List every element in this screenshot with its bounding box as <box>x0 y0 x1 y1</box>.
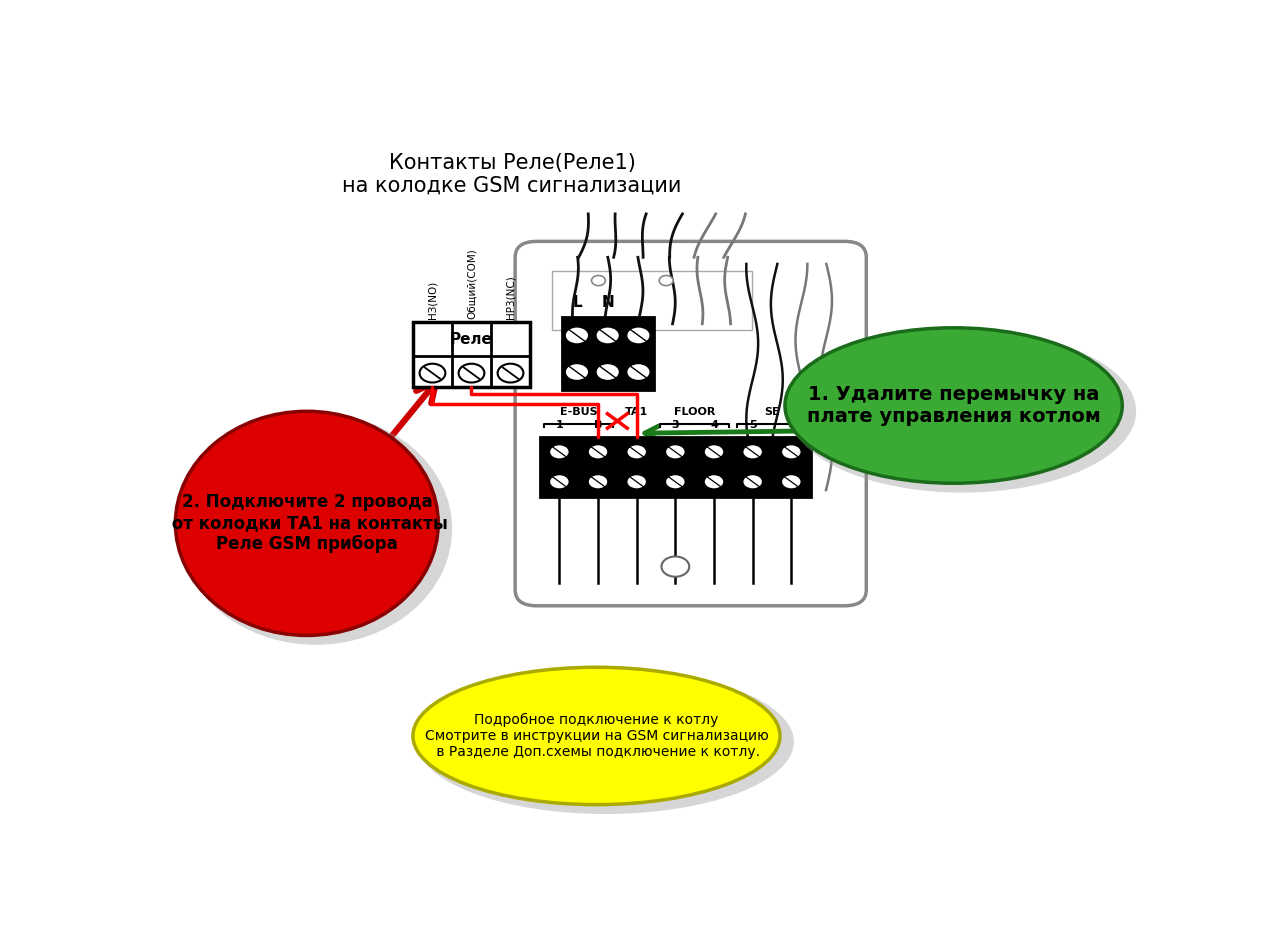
Text: Подробное подключение к котлу
Смотрите в инструкции на GSM сигнализацию
 в Разде: Подробное подключение к котлу Смотрите в… <box>425 713 768 759</box>
FancyBboxPatch shape <box>413 322 530 388</box>
Circle shape <box>627 474 646 489</box>
Ellipse shape <box>179 413 452 645</box>
Text: 4: 4 <box>710 420 718 430</box>
Circle shape <box>549 445 570 459</box>
Circle shape <box>564 363 589 380</box>
Circle shape <box>591 275 605 285</box>
FancyBboxPatch shape <box>540 437 810 497</box>
Text: Реле: Реле <box>451 331 493 346</box>
Text: N: N <box>602 295 614 310</box>
Text: НЗ(NO): НЗ(NO) <box>428 281 438 319</box>
Circle shape <box>781 474 801 489</box>
Text: 5: 5 <box>749 420 756 430</box>
Circle shape <box>595 363 620 380</box>
Circle shape <box>781 445 801 459</box>
Circle shape <box>595 327 620 344</box>
FancyBboxPatch shape <box>553 270 753 331</box>
Text: E-BUS: E-BUS <box>559 407 598 417</box>
Circle shape <box>549 474 570 489</box>
Circle shape <box>588 445 608 459</box>
Text: SE: SE <box>764 407 780 417</box>
Circle shape <box>704 474 724 489</box>
FancyBboxPatch shape <box>562 317 654 391</box>
Circle shape <box>458 363 484 382</box>
Circle shape <box>626 363 650 380</box>
Circle shape <box>588 474 608 489</box>
Circle shape <box>742 445 763 459</box>
Ellipse shape <box>417 670 794 814</box>
Text: TA1: TA1 <box>625 407 648 417</box>
Circle shape <box>659 275 673 285</box>
Ellipse shape <box>175 411 438 636</box>
Text: FLOOR: FLOOR <box>675 407 716 417</box>
Circle shape <box>564 327 589 344</box>
Text: Общий(COM): Общий(COM) <box>466 249 476 319</box>
Text: НР3(NC): НР3(NC) <box>506 276 516 319</box>
Circle shape <box>704 445 724 459</box>
Text: L: L <box>572 295 581 310</box>
Circle shape <box>498 363 524 382</box>
Circle shape <box>742 474 763 489</box>
Text: 2. Подключите 2 провода
 от колодки ТА1 на контакты
Реле GSM прибора: 2. Подключите 2 провода от колодки ТА1 н… <box>166 494 448 553</box>
Text: 6: 6 <box>787 420 795 430</box>
Text: 1. Удалите перемычку на
плате управления котлом: 1. Удалите перемычку на плате управления… <box>806 385 1101 426</box>
Text: Контакты Реле(Реле1)
на колодке GSM сигнализации: Контакты Реле(Реле1) на колодке GSM сигн… <box>343 152 682 195</box>
Ellipse shape <box>413 668 780 805</box>
Text: B: B <box>594 420 602 430</box>
Circle shape <box>666 474 685 489</box>
Circle shape <box>626 327 650 344</box>
Ellipse shape <box>785 328 1123 484</box>
Circle shape <box>666 445 685 459</box>
Circle shape <box>627 445 646 459</box>
Text: 1: 1 <box>556 420 563 430</box>
Circle shape <box>420 363 445 382</box>
FancyBboxPatch shape <box>515 241 867 606</box>
Circle shape <box>662 557 689 577</box>
Text: 3: 3 <box>672 420 680 430</box>
Ellipse shape <box>788 330 1137 493</box>
